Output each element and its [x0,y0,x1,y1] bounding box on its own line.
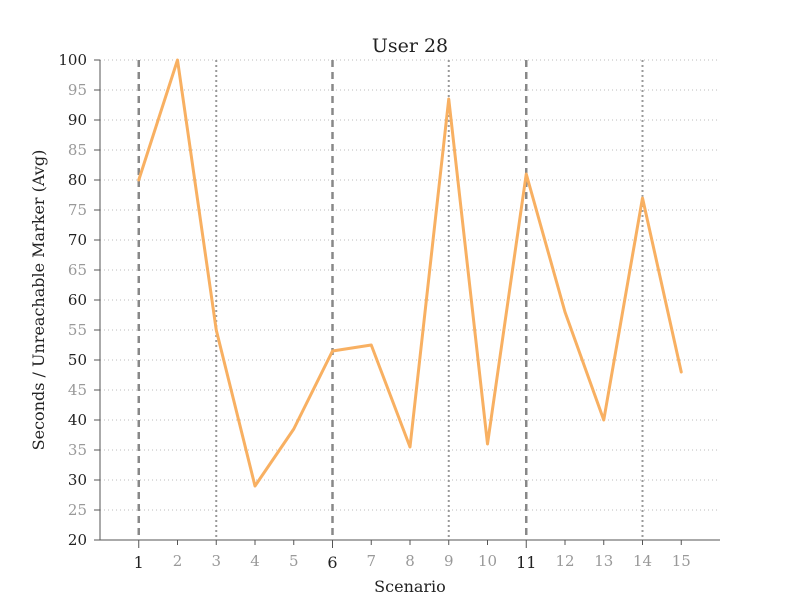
grid-lines [100,59,720,511]
y-tick-label: 65 [68,261,87,279]
y-tick-labels: 20 25 30 35 40 45 50 55 60 65 70 75 80 85 90 95 100 [58,51,87,549]
x-tick-label: 10 [478,552,497,570]
x-tick-label: 2 [173,552,183,570]
y-tick-label: 25 [68,501,87,519]
x-tick-label: 11 [516,553,536,572]
y-tick-label: 100 [58,51,87,69]
vertical-markers [137,60,644,540]
series-layer [137,58,683,488]
x-axis-label: Scenario [374,577,446,596]
x-tick-label: 12 [555,552,574,570]
x-tick-labels: 1 2 3 4 5 6 7 8 9 10 11 12 13 14 15 [134,552,691,572]
chart-title: User 28 [372,35,448,57]
x-tick-label: 7 [366,552,376,570]
y-tick-label: 35 [68,441,87,459]
y-tick-label: 70 [68,231,87,249]
y-tick-label: 20 [68,531,87,549]
y-tick-label: 80 [68,171,87,189]
y-tick-label: 85 [68,141,87,159]
x-tick-label: 9 [444,552,454,570]
y-tick-label: 75 [68,201,87,219]
x-tick-label: 5 [289,552,299,570]
x-tick-label: 4 [250,552,260,570]
y-tick-label: 40 [68,411,87,429]
y-tick-label: 30 [68,471,87,489]
y-tick-label: 50 [68,351,87,369]
x-tick-label: 6 [327,553,337,572]
axes [94,59,720,548]
y-axis-label: Seconds / Unreachable Marker (Avg) [29,150,48,451]
x-tick-label: 13 [594,552,613,570]
y-tick-label: 60 [68,291,87,309]
x-tick-label: 3 [211,552,221,570]
x-tick-label: 1 [134,553,144,572]
x-tick-label: 15 [672,552,691,570]
series-line [137,58,683,488]
y-tick-label: 95 [68,81,87,99]
y-tick-label: 90 [68,111,87,129]
x-tick-label: 8 [405,552,415,570]
x-tick-label: 14 [633,552,652,570]
y-tick-label: 55 [68,321,87,339]
y-tick-label: 45 [68,381,87,399]
